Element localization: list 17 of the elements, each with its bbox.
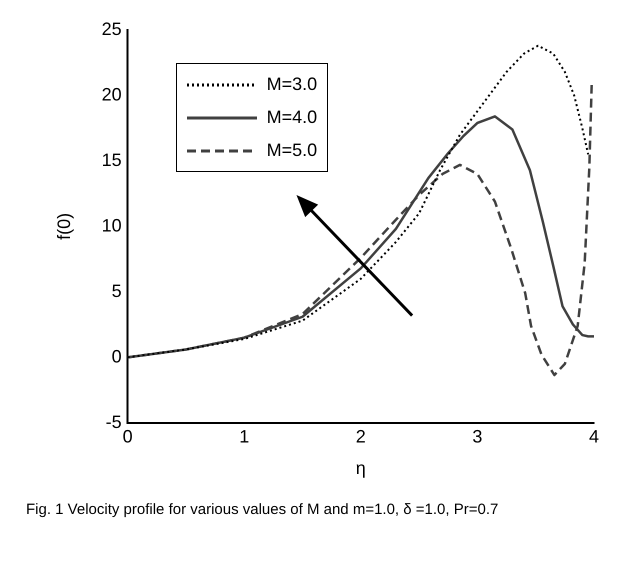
- y-axis-title: f(0): [54, 212, 74, 240]
- y-tick-label: 25: [102, 18, 122, 39]
- y-tick-label: 15: [102, 150, 122, 170]
- y-tick-label: 20: [102, 84, 122, 104]
- x-axis-title: η: [356, 458, 366, 478]
- legend-label: M=3.0: [266, 74, 318, 95]
- x-tick-label: 4: [588, 426, 600, 447]
- x-tick-label: 2: [356, 426, 366, 447]
- y-tick-label: -5: [106, 412, 122, 432]
- y-tick-label: 10: [102, 215, 122, 236]
- x-tick-label: 1: [239, 426, 250, 447]
- legend-label: M=5.0: [266, 140, 318, 161]
- legend-label: M=4.0: [266, 107, 318, 128]
- caption: Fig. 1 Velocity profile for various values of M and m=1.0, δ =1.0, Pr=0.7: [26, 500, 500, 519]
- y-tick-label: 5: [112, 280, 122, 301]
- y-tick-label: 0: [112, 346, 122, 366]
- x-tick-label: 3: [472, 426, 482, 447]
